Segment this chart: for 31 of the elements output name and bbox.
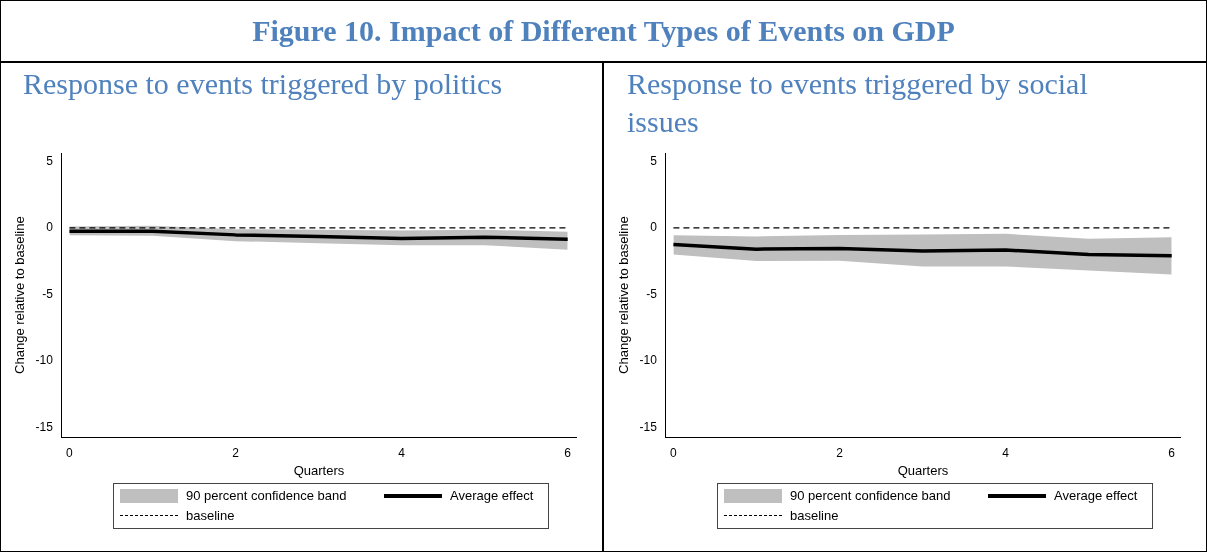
legend-label: Average effect xyxy=(1054,488,1138,503)
legend-label: Average effect xyxy=(450,488,534,503)
x-tick-label: 2 xyxy=(836,445,844,460)
legend-label: baseline xyxy=(186,508,235,523)
y-tick-label: -15 xyxy=(639,419,658,434)
y-tick-label: 0 xyxy=(46,220,54,235)
x-axis-title: Quarters xyxy=(293,462,345,478)
chart-subtitle: Response to events triggered by politics xyxy=(23,66,504,102)
x-tick-label: 4 xyxy=(1002,445,1010,460)
text: 90 percent confidence band xyxy=(186,488,347,503)
text: 90 percent confidence band xyxy=(790,488,951,503)
chart-subtitle: Response to events triggered by social issues xyxy=(627,66,1089,140)
y-tick-label: -10 xyxy=(639,353,658,368)
y-tick-label: -5 xyxy=(42,286,54,301)
y-axis-title: Change relative to baseline xyxy=(12,216,28,374)
x-tick-label: 2 xyxy=(232,445,240,460)
y-tick-label: -15 xyxy=(35,419,54,434)
x-tick-label: 4 xyxy=(398,445,406,460)
x-tick-label: 6 xyxy=(564,445,572,460)
x-tick-label: 0 xyxy=(66,445,74,460)
x-axis-title: Quarters xyxy=(897,462,949,478)
y-tick-label: 0 xyxy=(650,220,658,235)
y-tick-label: -5 xyxy=(646,286,658,301)
y-tick-label: 5 xyxy=(46,153,54,168)
chart-title: Figure 10. Impact of Different Types of Events on GDP xyxy=(1,1,1206,63)
x-tick-label: 6 xyxy=(1168,445,1176,460)
x-tick-label: 0 xyxy=(670,445,678,460)
legend-label: baseline xyxy=(790,508,839,523)
y-tick-label: -10 xyxy=(35,353,54,368)
y-tick-label: 5 xyxy=(650,153,658,168)
y-axis-title: Change relative to baseline xyxy=(616,216,632,374)
